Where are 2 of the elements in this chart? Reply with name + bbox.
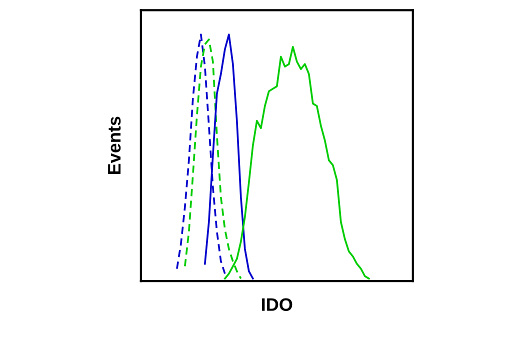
x-axis-title: IDO: [262, 298, 292, 311]
y-axis-title: Events: [108, 116, 121, 174]
